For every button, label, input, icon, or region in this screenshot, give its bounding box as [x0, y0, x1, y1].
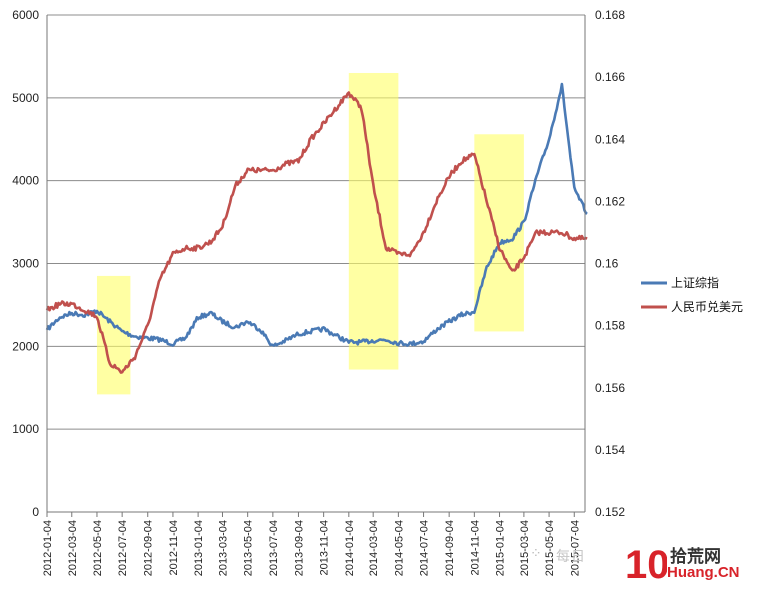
watermark: ⁘ 每日 10 拾荒网 Huang.CN: [530, 538, 760, 588]
x-tick-label: 2012-05-04: [92, 520, 104, 576]
x-tick-label: 2015-05-04: [544, 520, 556, 576]
x-tick-label: 2013-07-04: [268, 520, 280, 576]
y-left-tick-label: 5000: [12, 91, 39, 105]
x-tick-label: 2013-09-04: [293, 520, 305, 576]
y-right-tick-label: 0.162: [595, 194, 625, 208]
y-left-tick-label: 6000: [12, 8, 39, 22]
x-tick-label: 2013-05-04: [243, 520, 255, 576]
axes: [46, 15, 586, 517]
x-tick-label: 2014-03-04: [368, 520, 380, 576]
x-tick-label: 2015-01-04: [495, 520, 507, 576]
y-right-tick-label: 0.154: [595, 443, 625, 457]
y-right-tick-label: 0.168: [595, 8, 625, 22]
y-right-tick-label: 0.166: [595, 70, 625, 84]
y-left-tick-label: 1000: [12, 422, 39, 436]
x-tick-label: 2014-07-04: [419, 520, 431, 576]
wechat-icon: ⁘: [530, 546, 542, 562]
legend-label-1: 人民币兑美元: [671, 300, 743, 314]
series-line-1: [45, 91, 588, 374]
x-tick-label: 2012-07-04: [117, 520, 129, 576]
y-left-tick-label: 0: [32, 505, 39, 519]
y-right-tick-label: 0.16: [595, 257, 619, 271]
x-axis-labels: 2012-01-04 2012-03-04 2012-05-04 2012-07-04…: [42, 520, 581, 576]
x-tick-label: 2013-01-04: [193, 520, 205, 576]
x-tick-label: 2012-09-04: [143, 520, 155, 576]
highlight-box: [348, 72, 399, 370]
x-tick-label: 2014-09-04: [444, 520, 456, 576]
x-tick-label: 2012-03-04: [67, 520, 79, 576]
y-right-tick-label: 0.164: [595, 132, 625, 146]
x-tick-label: 2014-11-04: [469, 520, 481, 575]
watermark-brand: 拾荒网: [670, 547, 721, 567]
watermark-logo-icon: 10: [627, 543, 667, 584]
y-right-tick-label: 0.152: [595, 505, 625, 519]
x-tick-label: 2012-11-04: [168, 520, 180, 575]
series-lines: [45, 82, 588, 374]
x-tick-label: 2015-07-04: [569, 520, 581, 576]
watermark-faded-text: 每日: [556, 549, 586, 565]
y-left-tick-label: 3000: [12, 257, 39, 271]
y-left-tick-label: 2000: [12, 339, 39, 353]
y-right-tick-label: 0.156: [595, 381, 625, 395]
y-axis-left-labels: 0 1000 2000 3000 4000 5000 6000: [12, 8, 39, 519]
y-right-tick-label: 0.158: [595, 319, 625, 333]
y-axis-right-labels: 0.152 0.154 0.156 0.158 0.16 0.162 0.164 0.166 0…: [595, 8, 625, 519]
watermark-logo-text: 10: [627, 543, 667, 584]
x-tick-label: 2014-05-04: [393, 520, 405, 576]
x-tick-label: 2012-01-04: [42, 520, 54, 576]
x-tick-label: 2013-11-04: [319, 520, 331, 575]
gridlines: [47, 14, 585, 513]
legend-label-0: 上证综指: [671, 275, 719, 290]
x-tick-label: 2013-03-04: [217, 520, 229, 576]
watermark-site: Huang.CN: [667, 564, 740, 581]
x-tick-label: 2014-01-04: [344, 520, 356, 576]
highlight-boxes: [96, 72, 524, 395]
x-tick-label: 2015-03-04: [519, 520, 531, 576]
y-left-tick-label: 4000: [12, 174, 39, 188]
